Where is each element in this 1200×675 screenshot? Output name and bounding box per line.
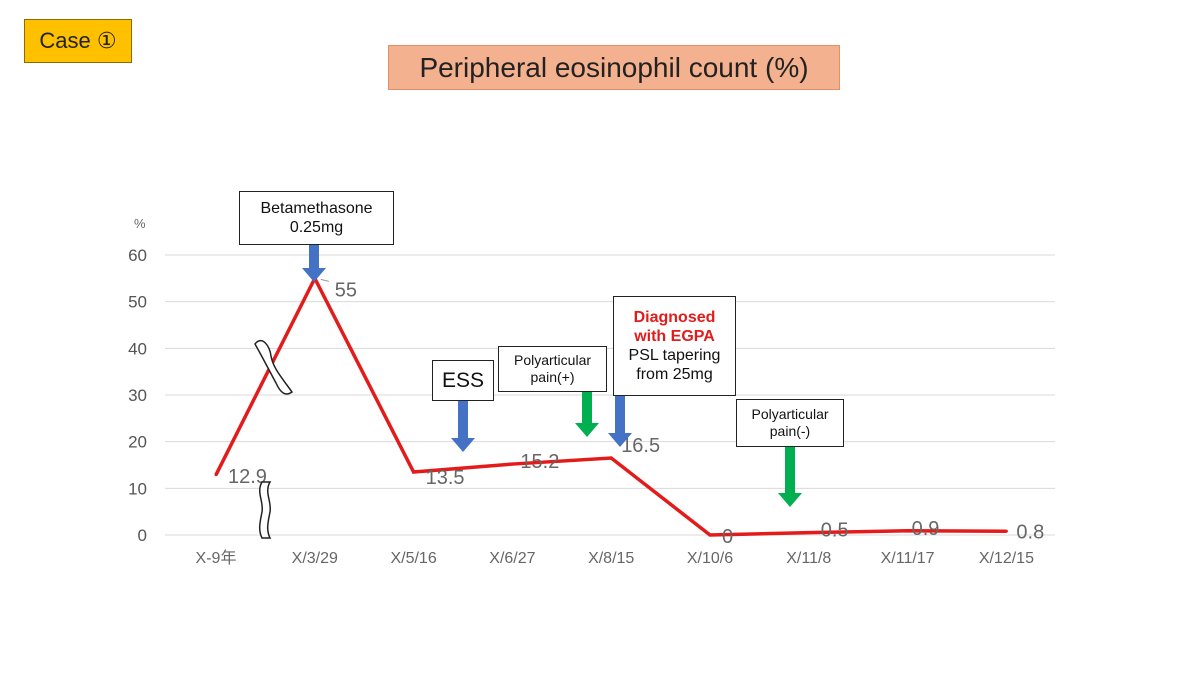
data-label: 0.9 bbox=[912, 518, 940, 540]
y-tick-label: 10 bbox=[128, 479, 147, 498]
data-point bbox=[708, 533, 712, 537]
ess-arrow-icon bbox=[451, 401, 475, 452]
y-tick-label: 20 bbox=[128, 433, 147, 452]
egpa-line2: with EGPA bbox=[634, 327, 715, 345]
pain-plus-arrow-icon bbox=[575, 392, 599, 437]
ess-annotation: ESS bbox=[432, 360, 494, 401]
y-tick-label: 30 bbox=[128, 386, 147, 405]
x-tick-label: X/6/27 bbox=[489, 550, 535, 567]
data-point bbox=[214, 473, 218, 477]
data-point bbox=[412, 470, 416, 474]
data-label: 12.9 bbox=[228, 466, 267, 488]
y-tick-label: 0 bbox=[138, 526, 147, 545]
peak-label-leader bbox=[320, 278, 329, 282]
betamethasone-line2: 0.25mg bbox=[289, 219, 344, 236]
x-tick-label: X/10/6 bbox=[687, 550, 733, 567]
x-tick-label: X/12/15 bbox=[979, 550, 1034, 567]
data-label: 0.5 bbox=[821, 520, 849, 542]
data-point bbox=[807, 531, 811, 535]
data-point bbox=[609, 456, 613, 460]
x-tick-label: X/5/16 bbox=[390, 550, 436, 567]
eosinophil-series-line bbox=[214, 274, 1007, 537]
egpa-arrow-icon bbox=[608, 396, 632, 447]
y-tick-label: 60 bbox=[128, 246, 147, 265]
axis-break-lower-icon bbox=[258, 481, 272, 539]
polyarticular-pain-minus-annotation: Polyarticular pain(-) bbox=[736, 399, 844, 447]
psl-line2: from 25mg bbox=[636, 366, 713, 384]
pain-plus-line1: Polyarticular bbox=[513, 352, 592, 369]
betamethasone-arrow-icon bbox=[302, 245, 326, 282]
pain-minus-arrow-icon bbox=[778, 447, 802, 507]
x-tick-label: X/3/29 bbox=[292, 550, 338, 567]
polyarticular-pain-plus-annotation: Polyarticular pain(+) bbox=[498, 346, 607, 392]
data-label: 15.2 bbox=[520, 451, 559, 473]
egpa-diagnosis-annotation: Diagnosed with EGPA PSL tapering from 25… bbox=[613, 296, 736, 396]
psl-line1: PSL tapering bbox=[628, 347, 721, 364]
pain-minus-line1: Polyarticular bbox=[751, 406, 829, 423]
y-axis-unit: % bbox=[134, 216, 146, 231]
ess-label: ESS bbox=[441, 368, 485, 392]
betamethasone-annotation: Betamethasone 0.25mg bbox=[239, 191, 394, 245]
data-point bbox=[1004, 529, 1008, 533]
data-label: 16.5 bbox=[621, 435, 660, 457]
data-label: 0.8 bbox=[1016, 521, 1044, 543]
betamethasone-line1: Betamethasone bbox=[260, 199, 373, 217]
x-tick-label: X/11/17 bbox=[881, 550, 935, 567]
case-badge: Case ① bbox=[24, 19, 132, 63]
data-point bbox=[906, 529, 910, 533]
egpa-line1: Diagnosed bbox=[633, 308, 716, 326]
data-label: 0 bbox=[722, 526, 733, 548]
chart-title: Peripheral eosinophil count (%) bbox=[388, 45, 840, 90]
data-label: 13.5 bbox=[426, 467, 465, 489]
pain-plus-line2: pain(+) bbox=[530, 369, 575, 385]
pain-minus-line2: pain(-) bbox=[769, 423, 811, 439]
data-point bbox=[510, 462, 514, 466]
y-tick-label: 50 bbox=[128, 293, 147, 312]
x-tick-label: X/11/8 bbox=[786, 550, 831, 567]
y-tick-label: 40 bbox=[128, 339, 147, 358]
x-tick-label: X/8/15 bbox=[588, 550, 634, 567]
x-tick-label: X-9年 bbox=[196, 549, 237, 567]
axis-break-upper-icon bbox=[254, 339, 294, 395]
data-label: 55 bbox=[335, 279, 357, 301]
